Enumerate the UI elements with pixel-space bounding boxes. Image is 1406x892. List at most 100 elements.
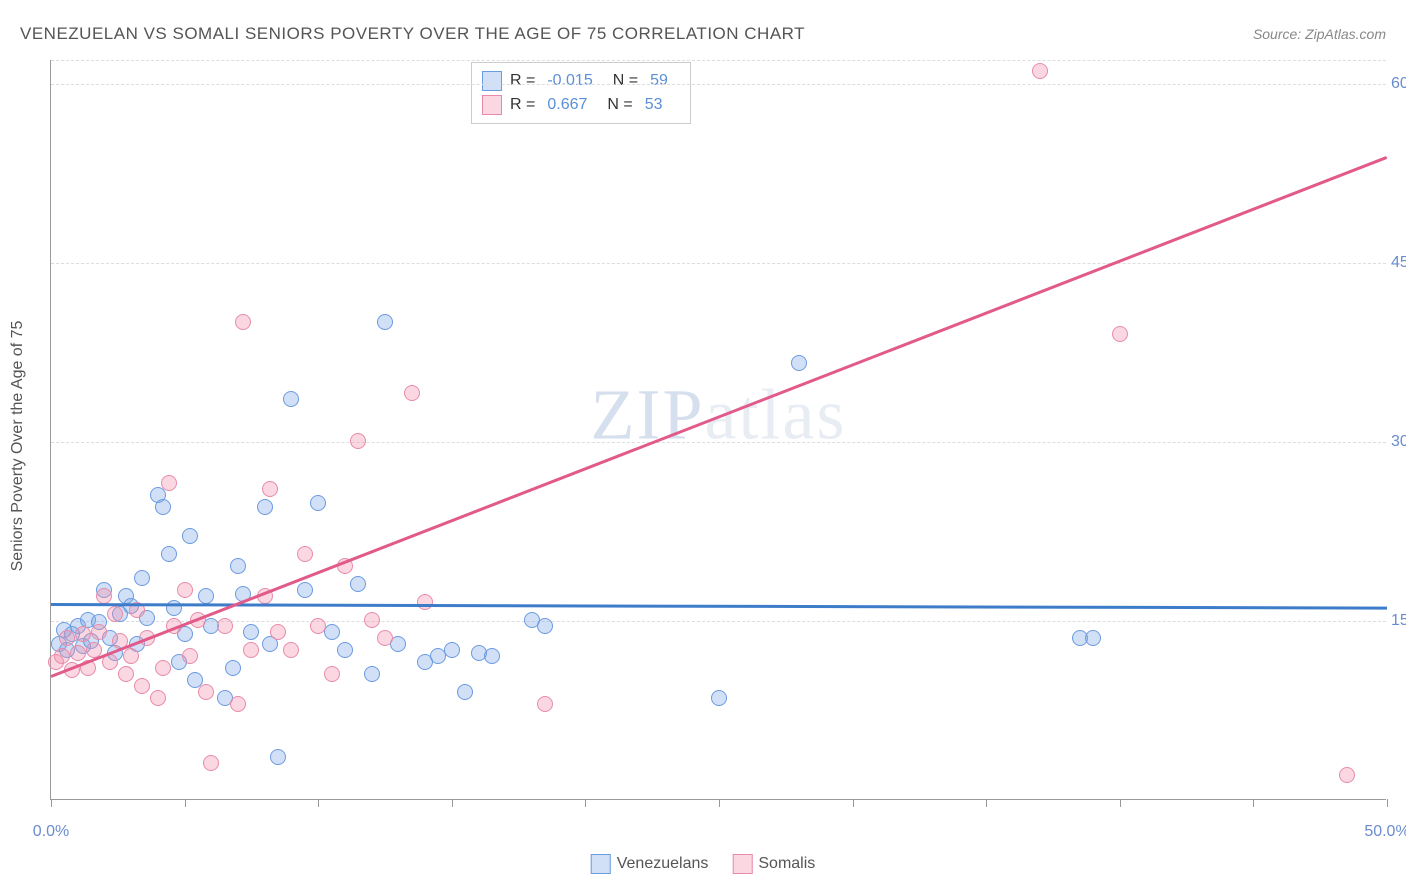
data-point <box>177 582 193 598</box>
x-tick <box>1253 799 1254 807</box>
legend-item-somalis: Somalis <box>732 854 815 874</box>
data-point <box>182 648 198 664</box>
trend-line <box>51 603 1387 610</box>
y-axis-label: Seniors Poverty Over the Age of 75 <box>9 321 27 572</box>
data-point <box>123 648 139 664</box>
data-point <box>310 495 326 511</box>
n-value-venezuelans: 59 <box>650 72 668 90</box>
x-tick <box>719 799 720 807</box>
data-point <box>537 696 553 712</box>
data-point <box>404 385 420 401</box>
x-tick <box>853 799 854 807</box>
data-point <box>1339 767 1355 783</box>
data-point <box>161 546 177 562</box>
data-point <box>235 314 251 330</box>
data-point <box>364 666 380 682</box>
data-point <box>155 660 171 676</box>
gridline <box>51 263 1386 264</box>
data-point <box>75 626 91 642</box>
data-point <box>217 618 233 634</box>
x-tick <box>185 799 186 807</box>
r-label: R = <box>510 72 535 90</box>
chart-title: VENEZUELAN VS SOMALI SENIORS POVERTY OVE… <box>20 24 805 44</box>
data-point <box>96 588 112 604</box>
data-point <box>1085 630 1101 646</box>
data-point <box>262 481 278 497</box>
data-point <box>225 660 241 676</box>
data-point <box>270 749 286 765</box>
data-point <box>324 666 340 682</box>
x-tick <box>51 799 52 807</box>
y-tick-label: 30.0% <box>1391 433 1406 451</box>
data-point <box>444 642 460 658</box>
data-point <box>203 755 219 771</box>
data-point <box>350 576 366 592</box>
data-point <box>791 355 807 371</box>
gridline <box>51 442 1386 443</box>
trend-line <box>50 156 1387 678</box>
r-value-venezuelans: -0.015 <box>547 72 592 90</box>
x-tick <box>585 799 586 807</box>
data-point <box>283 642 299 658</box>
data-point <box>54 648 70 664</box>
data-point <box>243 624 259 640</box>
x-tick-label: 0.0% <box>33 823 69 841</box>
data-point <box>364 612 380 628</box>
x-tick-label: 50.0% <box>1364 823 1406 841</box>
data-point <box>91 624 107 640</box>
data-point <box>350 433 366 449</box>
x-tick <box>452 799 453 807</box>
data-point <box>417 594 433 610</box>
x-tick <box>986 799 987 807</box>
y-tick-label: 15.0% <box>1391 612 1406 630</box>
legend-label-venezuelans: Venezuelans <box>617 855 709 873</box>
series-legend: Venezuelans Somalis <box>591 854 816 874</box>
data-point <box>457 684 473 700</box>
data-point <box>337 642 353 658</box>
data-point <box>484 648 500 664</box>
data-point <box>134 678 150 694</box>
data-point <box>198 588 214 604</box>
data-point <box>270 624 286 640</box>
stats-row-somalis: R = 0.667 N = 53 <box>482 93 680 117</box>
gridline <box>51 60 1386 61</box>
stats-legend: R = -0.015 N = 59 R = 0.667 N = 53 <box>471 62 691 124</box>
data-point <box>134 570 150 586</box>
data-point <box>377 630 393 646</box>
data-point <box>243 642 259 658</box>
n-label: N = <box>613 72 638 90</box>
y-tick-label: 45.0% <box>1391 254 1406 272</box>
scatter-plot: ZIPatlas R = -0.015 N = 59 R = 0.667 N =… <box>50 60 1386 800</box>
data-point <box>230 558 246 574</box>
x-tick <box>318 799 319 807</box>
r-label: R = <box>510 96 535 114</box>
gridline <box>51 621 1386 622</box>
r-value-somalis: 0.667 <box>547 96 587 114</box>
data-point <box>537 618 553 634</box>
n-value-somalis: 53 <box>645 96 663 114</box>
legend-item-venezuelans: Venezuelans <box>591 854 709 874</box>
data-point <box>1032 63 1048 79</box>
data-point <box>377 314 393 330</box>
x-tick <box>1120 799 1121 807</box>
swatch-venezuelans <box>482 71 502 91</box>
data-point <box>59 630 75 646</box>
data-point <box>230 696 246 712</box>
data-point <box>711 690 727 706</box>
data-point <box>150 690 166 706</box>
gridline <box>51 84 1386 85</box>
stats-row-venezuelans: R = -0.015 N = 59 <box>482 69 680 93</box>
legend-label-somalis: Somalis <box>758 855 815 873</box>
swatch-somalis <box>482 95 502 115</box>
data-point <box>155 499 171 515</box>
data-point <box>161 475 177 491</box>
data-point <box>297 582 313 598</box>
data-point <box>283 391 299 407</box>
data-point <box>310 618 326 634</box>
data-point <box>257 499 273 515</box>
data-point <box>182 528 198 544</box>
data-point <box>118 666 134 682</box>
swatch-somalis <box>732 854 752 874</box>
source-attribution: Source: ZipAtlas.com <box>1253 26 1386 42</box>
n-label: N = <box>607 96 632 114</box>
